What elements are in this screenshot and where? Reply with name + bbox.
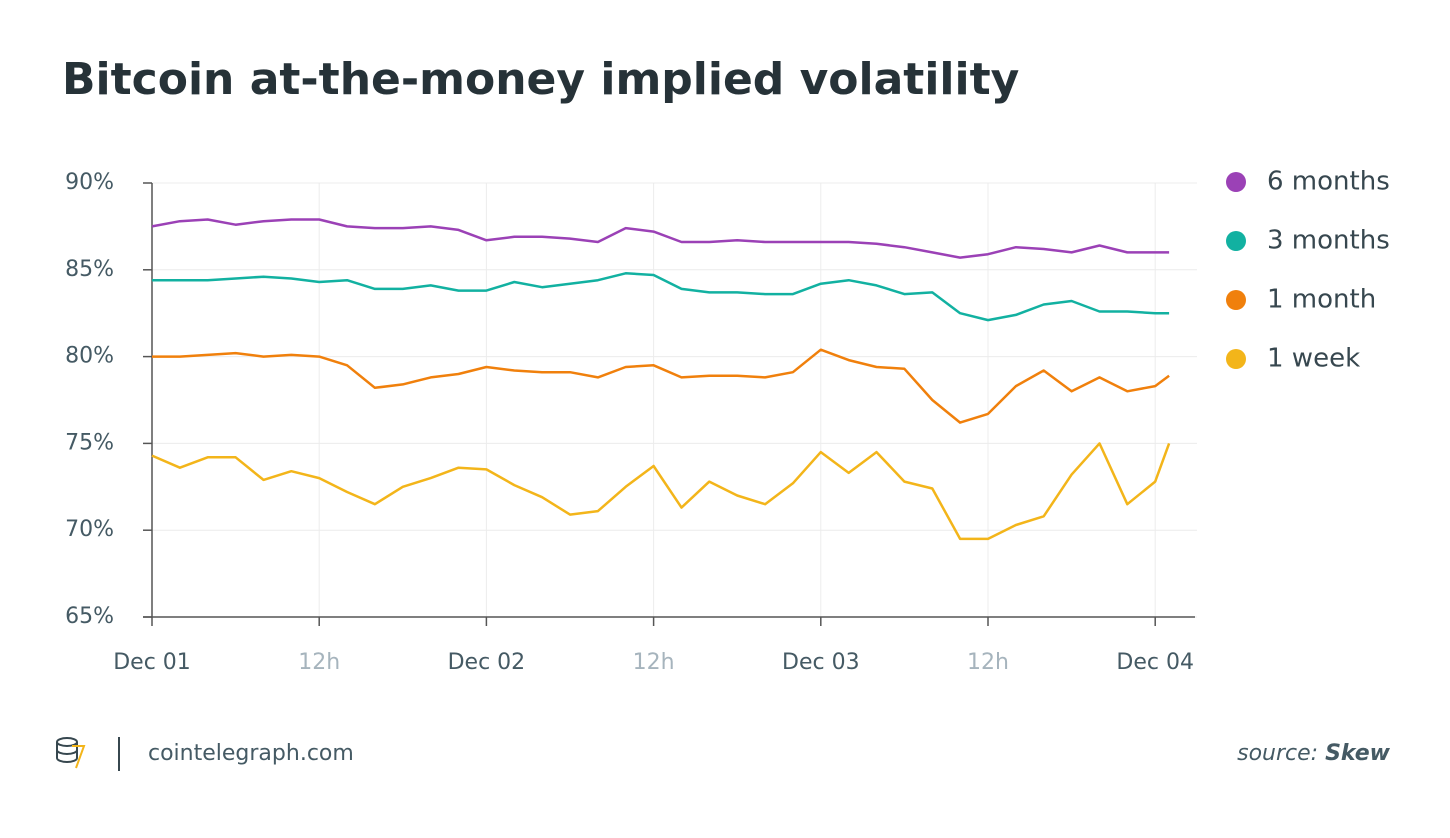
source-name: Skew (1325, 741, 1391, 766)
legend-marker (1226, 231, 1246, 251)
legend-marker (1226, 172, 1246, 192)
legend-label: 1 week (1267, 344, 1360, 374)
legend-label: 3 months (1267, 226, 1390, 256)
logo (56, 737, 86, 769)
x-tick-label: Dec 03 (782, 650, 860, 675)
y-tick-label: 85% (65, 257, 114, 282)
x-tick-label: Dec 04 (1116, 650, 1194, 675)
legend-label: 1 month (1267, 285, 1376, 315)
series-line (151, 218, 1170, 259)
x-tick-label: 12h (633, 650, 675, 675)
footer-site: cointelegraph.com (148, 741, 354, 766)
source-label: source: (1237, 741, 1318, 766)
x-tick-label: Dec 01 (113, 650, 191, 675)
x-tick-label: 12h (967, 650, 1009, 675)
chart-title: Bitcoin at-the-money implied volatility (62, 54, 1019, 105)
legend-marker (1226, 349, 1246, 369)
series-line (152, 348, 1170, 424)
x-tick-label: Dec 02 (448, 650, 526, 675)
legend-label: 6 months (1267, 167, 1390, 197)
y-tick-label: 80% (65, 344, 114, 369)
x-tick-label: 12h (298, 650, 340, 675)
series-line (151, 442, 1171, 541)
legend-marker (1226, 290, 1246, 310)
y-tick-label: 65% (65, 604, 114, 629)
y-tick-label: 75% (65, 430, 114, 455)
y-tick-label: 90% (65, 170, 114, 195)
series-line (152, 272, 1170, 322)
footer-source: source: Skew (1237, 741, 1391, 766)
y-tick-label: 70% (65, 517, 114, 542)
